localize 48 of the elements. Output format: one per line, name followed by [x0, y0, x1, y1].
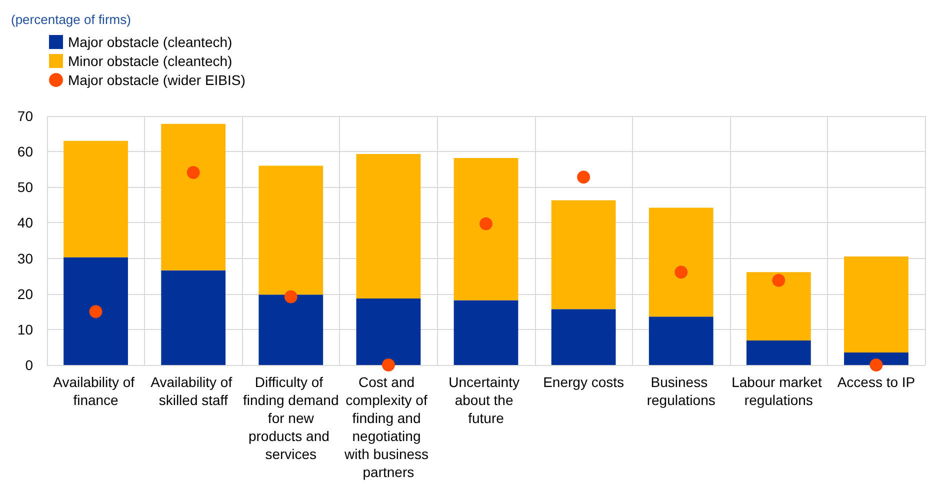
x-tick-label: Cost and complexity of finding and negotiating with business partners — [343, 374, 432, 480]
bar — [64, 257, 128, 365]
bar — [64, 140, 128, 258]
point — [89, 305, 102, 318]
y-tick-label: 30 — [17, 250, 34, 266]
point — [284, 290, 298, 304]
point — [186, 166, 200, 180]
y-tick-label: 50 — [17, 179, 34, 196]
point — [772, 274, 786, 287]
y-tick-label: 0 — [25, 357, 34, 373]
bar — [356, 154, 421, 298]
x-tick-label: Access to IP — [837, 374, 916, 390]
point — [480, 217, 492, 230]
x-tick-label: Energy costs — [543, 374, 624, 390]
bar — [746, 340, 811, 365]
bar — [648, 316, 714, 365]
bar — [746, 272, 811, 340]
x-tick-label: Uncertainty about the future — [448, 374, 524, 426]
y-tick-label: 60 — [17, 144, 34, 160]
text: (percentage of firms) — [11, 12, 131, 27]
point — [382, 358, 395, 372]
bar — [454, 300, 518, 365]
legend-label: Major obstacle (cleantech) — [68, 34, 232, 50]
point — [674, 266, 688, 279]
bar — [551, 309, 616, 365]
legend-label: Minor obstacle (cleantech) — [68, 53, 232, 69]
bar — [356, 298, 421, 365]
point — [577, 170, 590, 184]
bar — [844, 256, 908, 353]
x-tick-label: Availability of finance — [53, 374, 138, 408]
bar — [258, 294, 324, 365]
bar — [844, 352, 908, 365]
y-tick-label: 70 — [17, 108, 34, 124]
y-tick-label: 40 — [17, 214, 34, 231]
bar — [648, 208, 714, 317]
x-tick-label: Availability of skilled staff — [150, 374, 236, 408]
bar — [454, 158, 518, 300]
bar — [161, 270, 226, 365]
x-tick-label: Labour market regulations — [732, 374, 826, 408]
bar — [161, 124, 226, 270]
legend-label: Major obstacle (wider EIBIS) — [68, 72, 246, 88]
bar — [551, 200, 616, 310]
y-tick-label: 20 — [17, 286, 34, 302]
bar — [258, 166, 324, 295]
y-tick-label: 10 — [17, 321, 34, 338]
point — [870, 358, 883, 372]
x-tick-label: Business regulations — [646, 374, 716, 408]
x-tick-label: Difficulty of finding demand for new products and services — [243, 374, 339, 462]
